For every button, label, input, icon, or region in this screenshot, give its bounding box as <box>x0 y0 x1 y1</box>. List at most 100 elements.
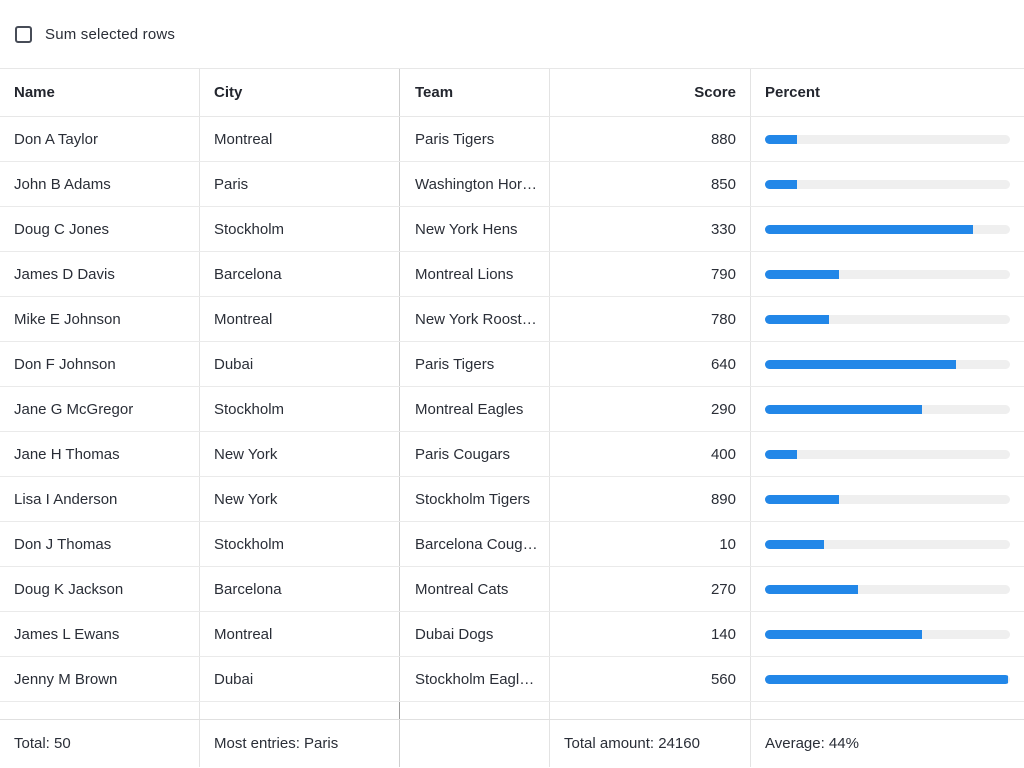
cell-team[interactable]: Dubai Dogs <box>400 612 550 656</box>
cell-team[interactable]: Montreal Lions <box>400 252 550 296</box>
cell-score[interactable]: 330 <box>550 207 751 251</box>
percent-bar-track <box>765 539 1010 549</box>
toolbar: Sum selected rows <box>0 0 1024 68</box>
cell-team[interactable]: New York Roost… <box>400 297 550 341</box>
cell-city[interactable]: Stockholm <box>200 207 400 251</box>
cell-score[interactable]: 140 <box>550 612 751 656</box>
cell-score[interactable]: 10 <box>550 522 751 566</box>
cell-percent[interactable] <box>751 117 1024 161</box>
percent-bar-track <box>765 359 1010 369</box>
sum-selected-rows-label[interactable]: Sum selected rows <box>45 25 176 43</box>
cell-percent[interactable] <box>751 387 1024 431</box>
cell-percent[interactable] <box>751 657 1024 701</box>
footer-total-amount: Total amount: 24160 <box>550 720 751 767</box>
cell-percent[interactable] <box>751 297 1024 341</box>
data-table: Name City Team Score Percent Don A Taylo… <box>0 68 1024 767</box>
percent-bar-fill <box>765 494 839 504</box>
table-row: Doug C Jones Stockholm New York Hens 330 <box>0 207 1024 252</box>
cell-percent[interactable] <box>751 522 1024 566</box>
column-header-percent[interactable]: Percent <box>765 84 821 101</box>
cell-score[interactable]: 640 <box>550 342 751 386</box>
cell-name[interactable]: Don F Johnson <box>0 342 200 386</box>
cell-name[interactable]: Doug K Jackson <box>0 567 200 611</box>
cell-name[interactable]: James L Ewans <box>0 612 200 656</box>
cell-team[interactable]: Montreal Cats <box>400 567 550 611</box>
cell-city[interactable]: Dubai <box>200 657 400 701</box>
cell-score[interactable]: 890 <box>550 477 751 521</box>
cell-city[interactable]: Dubai <box>200 342 400 386</box>
cell-team[interactable]: Paris Cougars <box>400 432 550 476</box>
cell-name[interactable]: Jane H Thomas <box>0 432 200 476</box>
cell-score[interactable]: 560 <box>550 657 751 701</box>
cell-name[interactable]: Jane G McGregor <box>0 387 200 431</box>
percent-bar-track <box>765 269 1010 279</box>
cell-city[interactable]: Paris <box>200 162 400 206</box>
cell-percent[interactable] <box>751 207 1024 251</box>
cell-percent[interactable] <box>751 612 1024 656</box>
summary-footer-row: Total: 50 Most entries: Paris Total amou… <box>0 719 1024 767</box>
cell-name[interactable]: Doug C Jones <box>0 207 200 251</box>
percent-bar-fill <box>765 224 974 234</box>
table-row: James D Davis Barcelona Montreal Lions 7… <box>0 252 1024 297</box>
cell-percent[interactable] <box>751 162 1024 206</box>
cell-name[interactable]: Mike E Johnson <box>0 297 200 341</box>
cell-city[interactable]: Montreal <box>200 117 400 161</box>
cell-team[interactable]: Paris Tigers <box>400 342 550 386</box>
cell-name[interactable]: Lisa I Anderson <box>0 477 200 521</box>
sum-selected-rows-control[interactable]: Sum selected rows <box>15 25 176 43</box>
percent-bar-fill <box>765 584 859 594</box>
cell-percent[interactable] <box>751 432 1024 476</box>
percent-bar-fill <box>765 539 824 549</box>
cell-name[interactable]: James D Davis <box>0 252 200 296</box>
cell-city[interactable]: New York <box>200 477 400 521</box>
cell-city[interactable]: Stockholm <box>200 387 400 431</box>
percent-bar-fill <box>765 179 797 189</box>
checkbox-icon[interactable] <box>15 25 32 43</box>
cell-score[interactable]: 400 <box>550 432 751 476</box>
cell-score[interactable]: 270 <box>550 567 751 611</box>
cell-team[interactable]: Washington Hor… <box>400 162 550 206</box>
column-header-city[interactable]: City <box>200 69 400 116</box>
cell-city[interactable]: Montreal <box>200 612 400 656</box>
table-row: Jane H Thomas New York Paris Cougars 400 <box>0 432 1024 477</box>
cell-name[interactable]: Don A Taylor <box>0 117 200 161</box>
column-header-name[interactable]: Name <box>0 69 200 116</box>
percent-bar-track <box>765 629 1010 639</box>
cell-name[interactable]: Jenny M Brown <box>0 657 200 701</box>
cell-score[interactable]: 880 <box>550 117 751 161</box>
cell-name[interactable]: Don J Thomas <box>0 522 200 566</box>
table-row: John B Adams Paris Washington Hor… 850 <box>0 162 1024 207</box>
cell-team[interactable]: Paris Tigers <box>400 117 550 161</box>
cell-city[interactable]: Stockholm <box>200 522 400 566</box>
cell-score[interactable]: 290 <box>550 387 751 431</box>
table-row: Mike E Johnson Montreal New York Roost… … <box>0 297 1024 342</box>
percent-bar-fill <box>765 404 922 414</box>
cell-city[interactable]: Barcelona <box>200 252 400 296</box>
cell-percent[interactable] <box>751 252 1024 296</box>
cell-percent[interactable] <box>751 567 1024 611</box>
cell-percent[interactable] <box>751 342 1024 386</box>
cell-score[interactable]: 790 <box>550 252 751 296</box>
percent-bar-fill <box>765 314 829 324</box>
percent-bar-track <box>765 314 1010 324</box>
cell-team[interactable]: Stockholm Tigers <box>400 477 550 521</box>
cell-team[interactable]: Montreal Eagles <box>400 387 550 431</box>
cell-name[interactable]: John B Adams <box>0 162 200 206</box>
percent-bar-track <box>765 404 1010 414</box>
column-header-score[interactable]: Score <box>550 69 751 116</box>
cell-team[interactable]: Stockholm Eagl… <box>400 657 550 701</box>
cell-city[interactable]: New York <box>200 432 400 476</box>
cell-score[interactable]: 780 <box>550 297 751 341</box>
percent-bar-fill <box>765 629 922 639</box>
cell-city[interactable]: Barcelona <box>200 567 400 611</box>
cell-city[interactable]: Montreal <box>200 297 400 341</box>
percent-bar-track <box>765 584 1010 594</box>
cell-score[interactable]: 850 <box>550 162 751 206</box>
cell-team[interactable]: New York Hens <box>400 207 550 251</box>
table-row: Don J Thomas Stockholm Barcelona Coug… 1… <box>0 522 1024 567</box>
cell-team[interactable]: Barcelona Coug… <box>400 522 550 566</box>
footer-total: Total: 50 <box>0 720 200 767</box>
column-header-team[interactable]: Team <box>400 69 550 116</box>
percent-bar-track <box>765 494 1010 504</box>
cell-percent[interactable] <box>751 477 1024 521</box>
